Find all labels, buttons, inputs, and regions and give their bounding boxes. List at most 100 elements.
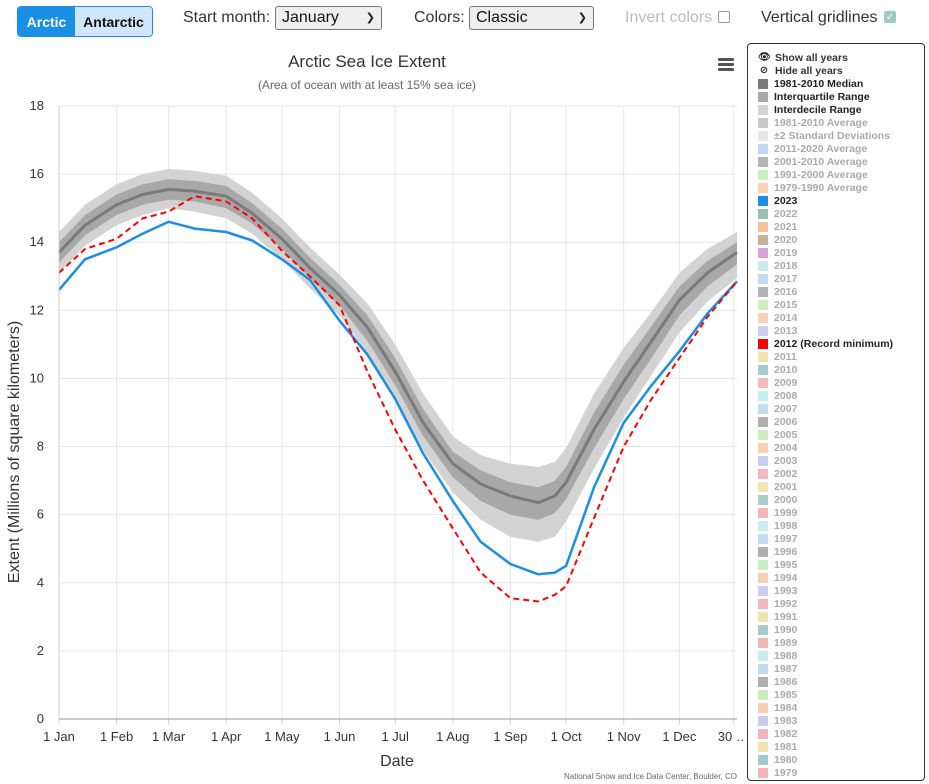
antarctic-button[interactable]: Antarctic [75,7,152,36]
legend-item[interactable]: 2001-2010 Average [758,155,868,168]
legend-item[interactable]: 1994 [758,571,797,584]
start-month-value: January [282,9,339,26]
legend-swatch [758,533,768,544]
vertical-gridlines-label: Vertical gridlines [761,9,878,26]
legend-item[interactable]: 1984 [758,701,797,714]
legend-item[interactable]: 2012 (Record minimum) [758,337,893,350]
colors-select[interactable]: Classic ❯ [469,6,594,30]
start-month-select[interactable]: January ❯ [275,6,382,30]
legend-label: 1980 [774,753,798,766]
arctic-button[interactable]: Arctic [18,7,75,36]
legend-item[interactable]: 2011 [758,350,797,363]
legend-item[interactable]: 2013 [758,324,797,337]
y-axis-title: Extent (Millions of square kilometers) [6,321,23,583]
legend-item[interactable]: 1996 [758,545,797,558]
legend-item[interactable]: 1998 [758,519,797,532]
legend-label: 1984 [774,701,798,714]
legend-item[interactable]: 1981 [758,740,797,753]
legend-item[interactable]: 1986 [758,675,797,688]
colors-value: Classic [476,9,528,26]
legend-swatch [758,455,768,466]
legend-item[interactable]: 2019 [758,246,797,259]
legend-label: 2001 [774,480,798,493]
legend-item[interactable]: 2004 [758,441,797,454]
legend-item[interactable]: 2011-2020 Average [758,142,867,155]
legend-item[interactable]: 2023 [758,194,797,207]
x-tick-label: 1 Sep [493,729,527,744]
legend-label: 1991-2000 Average [774,168,868,181]
legend-label: 1988 [774,649,798,662]
legend-label: 1997 [774,532,798,545]
legend-item[interactable]: 2021 [758,220,797,233]
legend-swatch [758,286,768,297]
colors-label: Colors: [414,9,465,26]
legend-item[interactable]: 1979 [758,766,797,779]
legend-item[interactable]: 1995 [758,558,797,571]
legend-item[interactable]: 2015 [758,298,797,311]
legend-item[interactable]: 2014 [758,311,797,324]
legend-item[interactable]: 2010 [758,363,797,376]
legend-swatch [758,130,768,141]
legend-label: 1981-2010 Average [774,116,868,129]
legend-item[interactable]: 2005 [758,428,797,441]
legend-item[interactable]: 1997 [758,532,797,545]
legend-item[interactable]: 2002 [758,467,797,480]
legend-item[interactable]: 1979-1990 Average [758,181,868,194]
legend-item[interactable]: 1989 [758,636,797,649]
legend-item[interactable]: 1991-2000 Average [758,168,868,181]
legend-swatch [758,481,768,492]
legend-item[interactable]: 1991 [758,610,797,623]
legend-item[interactable]: 2016 [758,285,797,298]
legend-label: 2001-2010 Average [774,155,868,168]
legend-item[interactable]: 2006 [758,415,797,428]
legend-item[interactable]: 1981-2010 Average [758,116,868,129]
legend-item[interactable]: 1981-2010 Median [758,77,863,90]
legend-swatch [758,221,768,232]
legend-item[interactable]: 1985 [758,688,797,701]
legend-label: 2011-2020 Average [774,142,868,155]
legend-label: Interquartile Range [774,90,870,103]
legend-item[interactable]: ±2 Standard Deviations [758,129,890,142]
legend-label: 2016 [774,285,798,298]
legend-item[interactable]: 1987 [758,662,797,675]
interdecile-range-band [59,169,737,542]
legend-label: 1983 [774,714,798,727]
legend-swatch [758,364,768,375]
legend-item[interactable]: 2022 [758,207,797,220]
start-month-label: Start month: [183,9,271,26]
legend-item[interactable]: 1988 [758,649,797,662]
legend-label: 2013 [774,324,798,337]
legend-item[interactable]: 2018 [758,259,797,272]
legend-item[interactable]: 2000 [758,493,797,506]
legend-label: 2000 [774,493,798,506]
legend-item[interactable]: 1999 [758,506,797,519]
hide-all-years-button[interactable]: ⊘ Hide all years [758,64,843,77]
y-tick-label: 14 [30,234,44,249]
legend-swatch [758,143,768,154]
legend-item[interactable]: Interdecile Range [758,103,862,116]
chevron-down-icon: ❯ [577,12,587,24]
legend-item[interactable]: 2009 [758,376,797,389]
legend-item[interactable]: Interquartile Range [758,90,870,103]
legend-item[interactable]: 2017 [758,272,797,285]
show-all-years-button[interactable]: 👁 Show all years [758,51,848,64]
legend-item[interactable]: 2008 [758,389,797,402]
legend-item[interactable]: 2001 [758,480,797,493]
legend-label: 2023 [774,194,798,207]
legend-item[interactable]: 1982 [758,727,797,740]
legend-label: ±2 Standard Deviations [774,129,891,142]
legend-item[interactable]: 2007 [758,402,797,415]
legend-item[interactable]: 1980 [758,753,797,766]
legend-item[interactable]: 1992 [758,597,797,610]
legend-item[interactable]: 1993 [758,584,797,597]
invert-colors-checkbox[interactable] [718,11,730,23]
legend-item[interactable]: 2020 [758,233,797,246]
legend-label: 2006 [774,415,798,428]
legend-item[interactable]: 1983 [758,714,797,727]
legend-item[interactable]: 1990 [758,623,797,636]
legend-swatch [758,299,768,310]
legend-label: 1986 [774,675,798,688]
vertical-gridlines-checkbox[interactable]: ✓ [884,11,896,23]
hamburger-menu-icon[interactable] [718,58,734,72]
legend-item[interactable]: 2003 [758,454,797,467]
